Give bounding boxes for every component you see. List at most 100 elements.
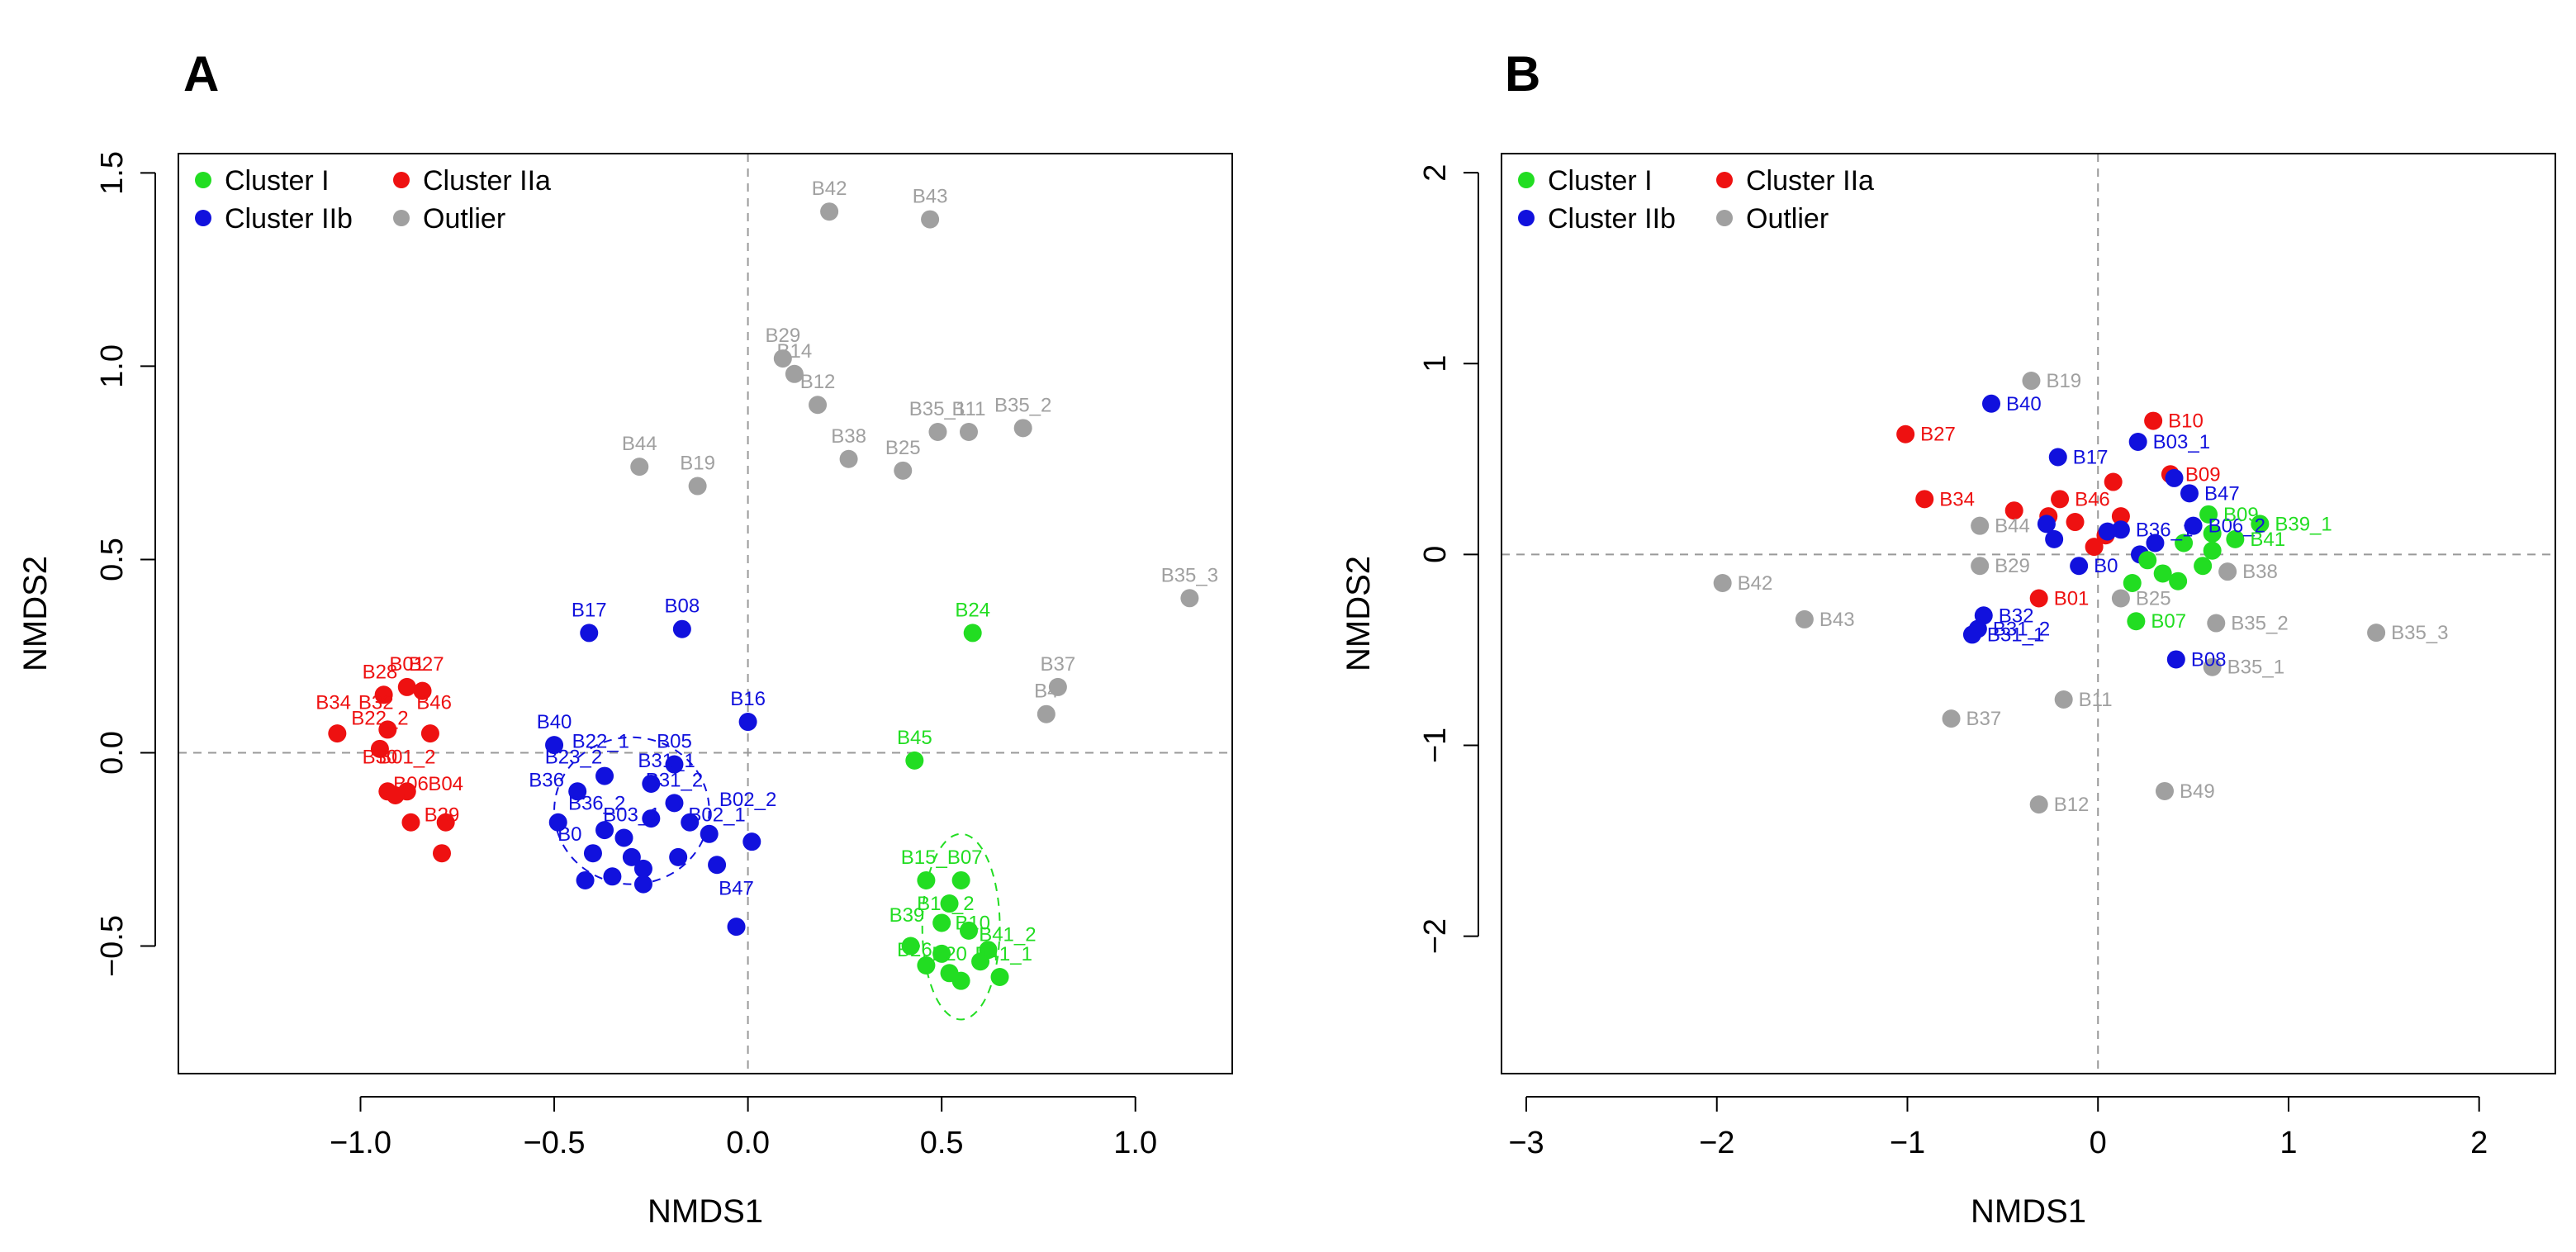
point-label: B29 [425,804,460,826]
legend-label: Cluster IIb [1548,203,1676,235]
point-label: B01 [2054,588,2090,610]
data-point [700,824,719,843]
data-point [642,809,661,828]
data-point [1180,589,1199,608]
data-point [1971,557,1990,576]
point-label: B34 [1939,488,1975,510]
point-label: B26 [897,939,932,961]
data-point [905,751,924,770]
data-point [2203,524,2222,543]
data-point [1971,516,1990,535]
data-point [2194,557,2213,576]
data-point [669,847,688,866]
data-point [622,847,641,866]
data-point [894,461,913,480]
data-point [595,766,614,785]
data-point [2004,501,2023,520]
point-label: B43 [913,186,948,208]
data-point [960,423,978,442]
point-label: B01_2 [378,746,435,768]
point-label: B20 [932,943,967,965]
data-point [1962,625,1981,644]
data-point [1896,424,1915,443]
panel-b: BB19B44B29B42B43B37B11B12B49B25B38B35_2B… [1340,46,2556,1230]
data-point [917,956,936,975]
legend-marker [1518,210,1535,226]
panel-letter: A [183,46,219,102]
data-point [2066,513,2085,532]
data-point [2144,411,2163,430]
legend-marker [393,210,410,226]
data-point [374,685,393,704]
point-label: B22_1 [572,731,629,753]
x-tick-label: −1.0 [330,1126,391,1160]
data-point [642,774,661,793]
data-point [809,396,828,415]
point-label: B01 [389,653,425,676]
data-point [773,349,792,368]
data-point [917,870,936,889]
data-point [2048,448,2067,467]
point-label: B32 [1999,605,2034,627]
data-point [785,364,804,383]
point-label: B41_1 [975,943,1032,965]
point-label: B41_2 [979,923,1036,946]
y-tick-label: −0.5 [95,915,130,977]
data-point [2180,484,2199,503]
legend-label: Outlier [1746,203,1829,235]
data-point [633,859,652,878]
data-point [2138,551,2157,570]
point-label: B49 [2180,780,2215,803]
point-label: B15_B07 [901,847,983,869]
point-label: B35_3 [1161,564,1218,586]
y-tick-label: 1.5 [95,151,130,195]
data-point [940,894,959,913]
data-point [2203,657,2222,676]
data-point [665,794,684,813]
legend-marker [393,172,410,188]
data-point [901,937,920,956]
point-label: B42 [1738,572,1773,595]
y-tick-label: −2 [1418,918,1453,954]
legend-label: Cluster IIa [423,165,551,197]
data-point [727,918,746,937]
point-label: B47 [719,877,754,899]
point-label: B4 [1034,681,1058,703]
point-label: B06 [393,773,429,795]
point-label: B31_1 [638,750,695,772]
data-point [742,832,761,851]
data-point [963,624,982,643]
point-label: B25 [885,437,921,459]
point-label: B02_1 [688,804,745,826]
data-point [2169,571,2188,590]
point-label: B03_1 [2153,431,2210,453]
data-point [386,785,405,804]
data-point [672,619,691,638]
point-label: B37 [1041,653,1076,676]
data-point [2199,505,2218,524]
data-point [401,813,420,832]
data-point [932,913,951,932]
point-label: B35_1 [909,398,966,420]
x-tick-label: −1 [1890,1126,1925,1160]
point-label: B0 [557,823,581,846]
data-point [2051,490,2070,509]
point-label: B35_2 [994,394,1051,416]
point-label: B10 [2168,410,2204,433]
data-point [2153,564,2172,583]
data-point [951,870,970,889]
x-axis-title: NMDS1 [1971,1193,2086,1230]
data-point [2022,372,2041,391]
point-label: B35_3 [2391,622,2448,644]
data-point [568,782,587,801]
point-label: B47 [2204,482,2240,505]
point-label: B24 [955,599,990,621]
point-label: B31_2 [1993,618,2050,640]
point-label: B08 [2191,648,2227,671]
data-point [990,967,1009,986]
y-axis-title: NMDS2 [17,556,54,671]
data-point [1713,574,1732,593]
point-label: B14 [777,340,813,363]
point-label: B40 [2006,393,2042,415]
data-point [1982,394,2001,413]
